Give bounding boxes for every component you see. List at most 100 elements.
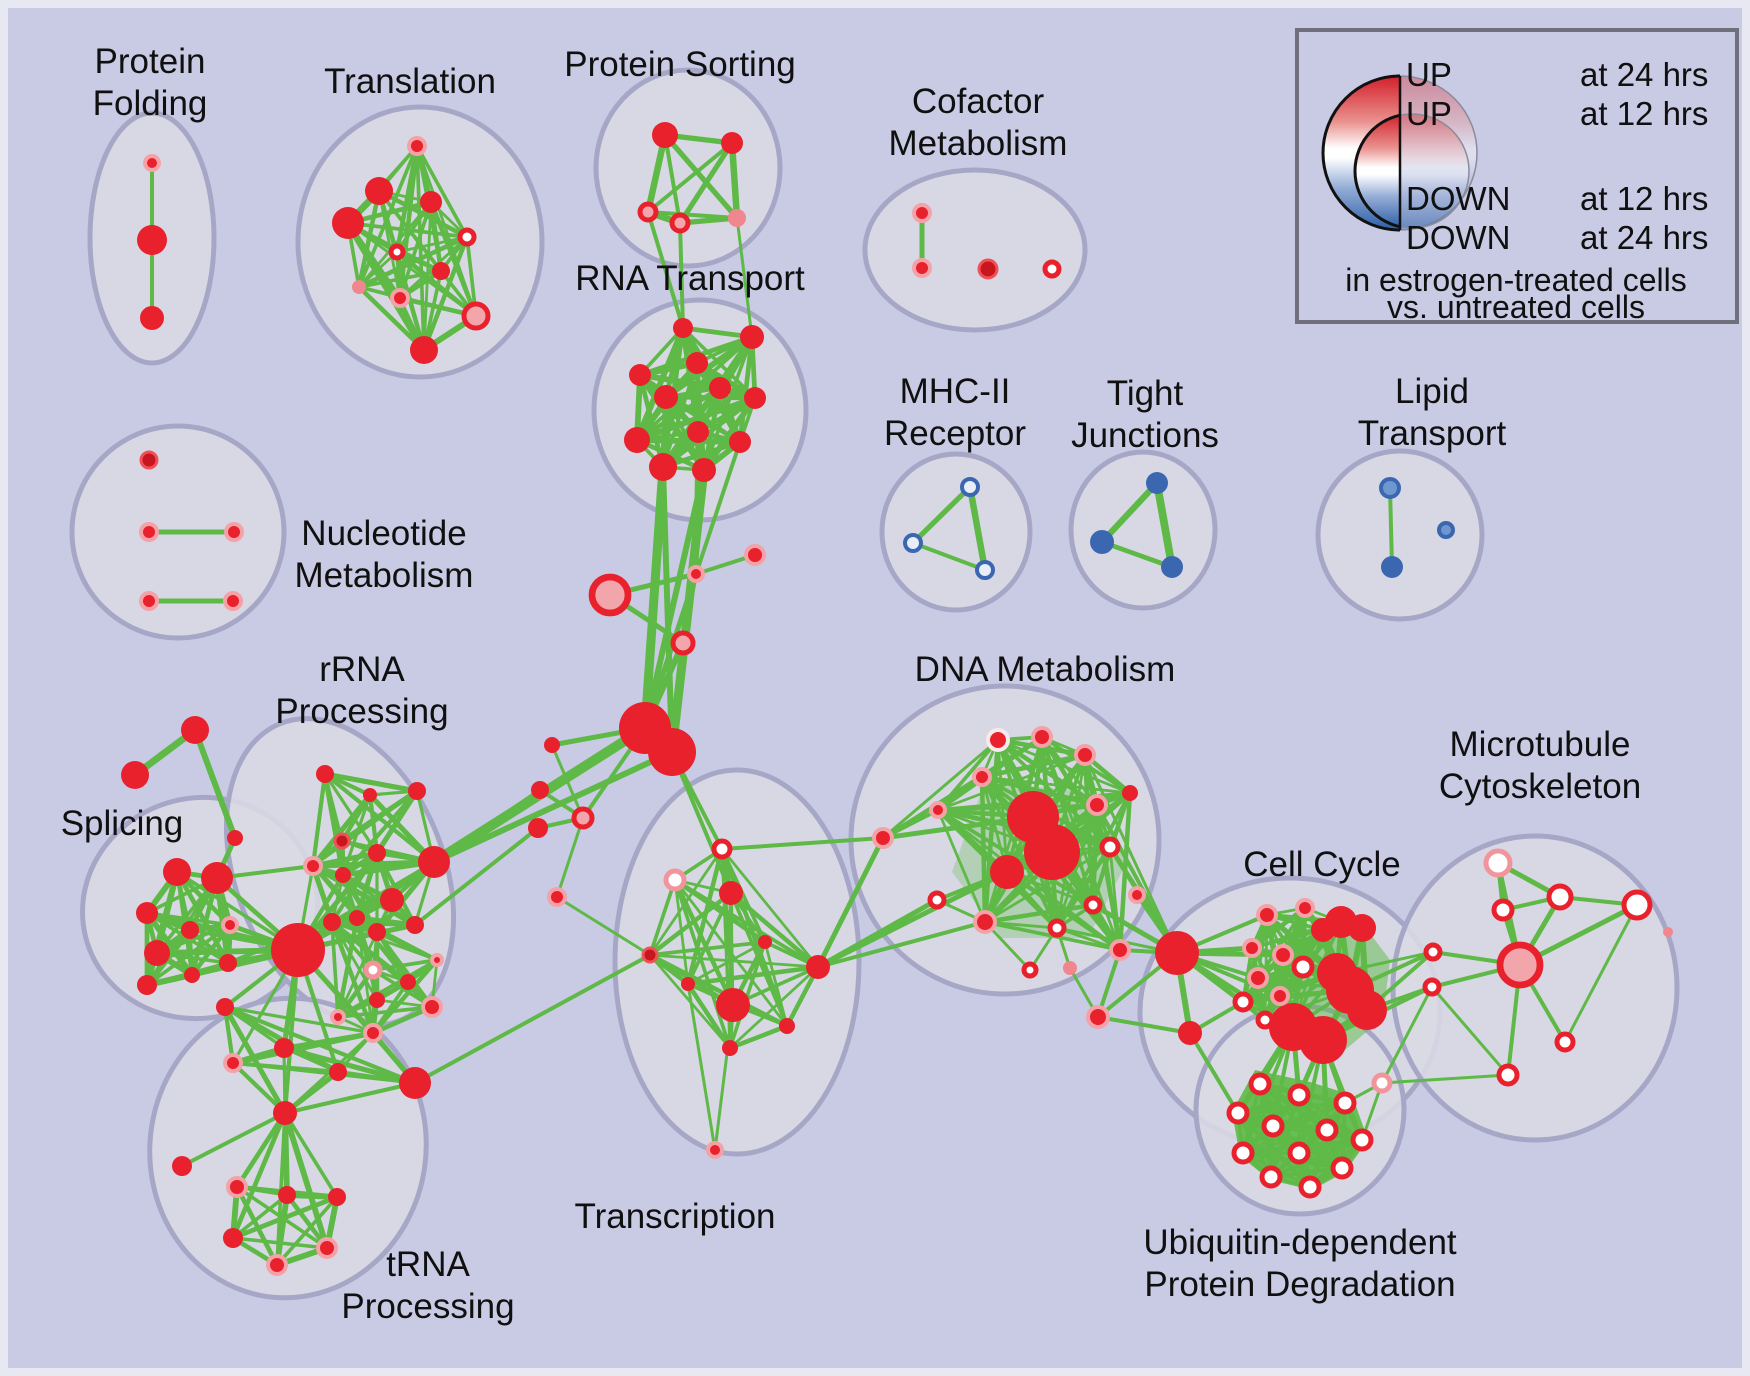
node-tr16	[779, 1018, 795, 1034]
node-d2	[1031, 726, 1053, 748]
edge	[1241, 1128, 1329, 1155]
node-r13	[406, 916, 424, 934]
edge	[910, 484, 973, 546]
edge	[672, 877, 736, 1008]
node-t3	[420, 191, 442, 213]
node-cc9	[1291, 955, 1315, 979]
edge	[1153, 479, 1176, 571]
edge	[192, 727, 238, 841]
node-rt4	[629, 364, 651, 386]
node-g1	[271, 923, 325, 977]
node-u11	[1259, 1165, 1283, 1189]
node-s1	[163, 858, 191, 886]
edge	[413, 826, 540, 927]
edge	[642, 571, 699, 731]
node-u2	[1287, 1083, 1311, 1107]
node-cc1	[1178, 1021, 1202, 1045]
edge	[678, 221, 685, 330]
node-c1	[687, 565, 705, 583]
node-mt4	[1423, 942, 1443, 962]
node-lt1	[1379, 477, 1401, 499]
edge	[816, 920, 987, 969]
node-r10	[323, 913, 341, 931]
edge	[1095, 803, 1122, 952]
edge	[713, 1003, 735, 1152]
legend-direction-label: DOWN	[1406, 219, 1510, 256]
node-u4	[1226, 1101, 1250, 1125]
edge	[1188, 1031, 1240, 1115]
cluster-label-cofactor-metabolism: Cofactor	[912, 82, 1045, 121]
node-ps4	[669, 212, 691, 234]
node-r18	[274, 1038, 294, 1058]
cluster-label-tight-junctions: Tight	[1107, 374, 1184, 413]
node-r16	[400, 974, 416, 990]
cluster-label-protein-folding: Protein	[95, 42, 206, 81]
edge	[685, 846, 725, 987]
legend-direction-label: UP	[1406, 95, 1452, 132]
cluster-label-lipid-transport: Lipid	[1395, 372, 1469, 411]
node-rt6	[709, 377, 731, 399]
node-r4	[333, 832, 351, 850]
edge	[282, 1080, 418, 1116]
node-u10	[1330, 1156, 1354, 1180]
cluster-label-tight-junctions: Junctions	[1071, 416, 1219, 455]
node-cc16	[1299, 1016, 1347, 1064]
edge	[673, 878, 820, 969]
node-u8	[1231, 1141, 1255, 1165]
node-d17	[1021, 961, 1039, 979]
legend-time-label: at 24 hrs	[1580, 56, 1708, 93]
node-sc	[227, 830, 243, 846]
node-r21	[363, 1023, 383, 1043]
node-tr9	[663, 868, 687, 892]
cluster-label-trna-processing: Processing	[341, 1287, 514, 1326]
node-k2	[226, 1176, 248, 1198]
node-cc18	[1347, 990, 1387, 1030]
node-cc3	[1256, 904, 1278, 926]
node-r3	[408, 782, 426, 800]
node-cc7	[1348, 914, 1376, 942]
node-r1	[316, 765, 334, 783]
node-t11	[410, 336, 438, 364]
node-u3	[1333, 1091, 1357, 1115]
edge	[1388, 486, 1394, 569]
node-cc11	[1247, 967, 1269, 989]
edge	[371, 980, 410, 1035]
edge	[686, 982, 717, 1152]
node-s4	[181, 921, 199, 939]
node-mt2	[1546, 883, 1574, 911]
edge	[1240, 912, 1270, 1005]
node-pf2	[137, 225, 167, 255]
node-rt11	[649, 453, 677, 481]
edge	[413, 953, 652, 1085]
node-c4	[744, 544, 766, 566]
edge	[634, 385, 723, 443]
clusters-layer	[69, 67, 1680, 1301]
node-tr11	[641, 946, 659, 964]
node-d14	[1083, 895, 1103, 915]
edge	[282, 1110, 330, 1251]
node-cm2	[912, 258, 932, 278]
edge	[685, 964, 821, 987]
node-d22	[1086, 1005, 1110, 1029]
cluster-ellipse-protein-sorting	[593, 67, 783, 269]
node-t4	[332, 207, 364, 239]
node-c3	[670, 630, 696, 656]
node-u5	[1261, 1114, 1285, 1138]
edge	[1054, 844, 1113, 931]
node-pf1	[143, 154, 161, 172]
cluster-label-transcription: Transcription	[575, 1197, 776, 1236]
node-tr18	[706, 1141, 724, 1159]
node-m2	[903, 533, 923, 553]
edge	[980, 775, 1059, 930]
node-r23	[369, 992, 385, 1008]
cluster-label-dna-metabolism: DNA Metabolism	[915, 650, 1176, 689]
edge	[346, 221, 469, 239]
edge	[374, 788, 420, 856]
cluster-label-cell-cycle: Cell Cycle	[1243, 845, 1401, 884]
node-rt7	[744, 387, 766, 409]
edge	[310, 792, 373, 869]
node-tr3	[547, 887, 567, 907]
edge	[234, 1110, 288, 1190]
